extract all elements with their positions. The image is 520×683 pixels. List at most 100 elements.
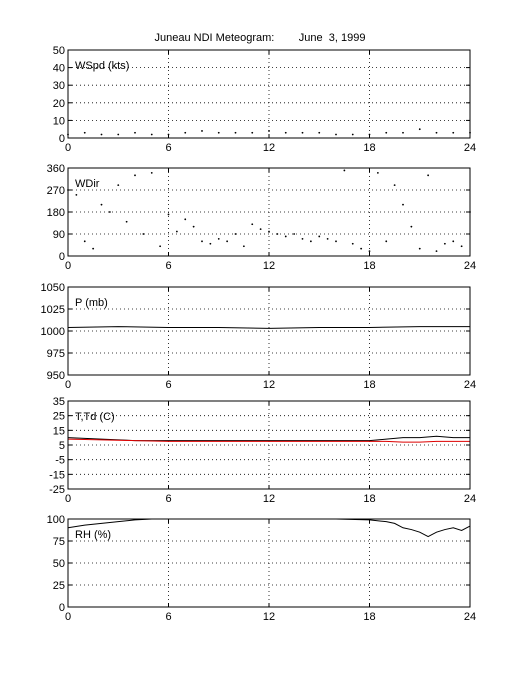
y-tick-label: -5 — [55, 455, 65, 467]
x-tick-label: 0 — [65, 493, 71, 505]
data-point — [268, 130, 270, 132]
x-tick-label: 18 — [363, 142, 375, 154]
data-point — [293, 233, 296, 235]
data-point — [418, 247, 421, 250]
x-tick-label: 6 — [165, 611, 171, 623]
x-tick-label: 0 — [65, 260, 71, 272]
data-point — [234, 233, 237, 235]
data-point — [251, 131, 254, 134]
data-point — [226, 240, 229, 243]
data-point — [201, 130, 203, 132]
x-tick-label: 18 — [363, 611, 375, 623]
y-tick-label: 360 — [47, 163, 65, 175]
y-tick-label: 25 — [53, 580, 65, 592]
data-point — [75, 193, 78, 196]
y-tick-label: 75 — [53, 536, 65, 548]
y-tick-label: 25 — [53, 411, 65, 423]
x-tick-label: 12 — [263, 142, 275, 154]
data-point — [402, 203, 404, 206]
data-point — [343, 169, 346, 172]
x-tick-label: 12 — [263, 260, 275, 272]
data-point — [100, 203, 103, 206]
data-point — [460, 245, 463, 248]
data-point — [159, 245, 162, 248]
y-tick-label: -25 — [49, 484, 65, 496]
data-point — [83, 240, 86, 243]
data-point — [125, 220, 128, 223]
data-point — [318, 131, 321, 134]
y-tick-label: 20 — [53, 98, 65, 110]
data-point — [452, 131, 455, 134]
data-point — [192, 225, 195, 228]
panel-label: WSpd (kts) — [75, 60, 129, 72]
data-point — [301, 237, 304, 240]
x-tick-label: 0 — [65, 611, 71, 623]
data-point — [418, 128, 421, 131]
y-tick-label: 0 — [59, 602, 65, 614]
data-point — [167, 213, 170, 216]
data-point — [402, 131, 404, 134]
data-point — [351, 133, 354, 136]
y-tick-label: 0 — [59, 251, 65, 263]
data-point — [410, 225, 413, 228]
data-point — [360, 247, 363, 250]
x-tick-label: 12 — [263, 611, 275, 623]
data-point — [251, 223, 254, 226]
data-point — [393, 184, 396, 187]
series-line-0 — [67, 435, 470, 442]
data-point — [385, 240, 388, 243]
y-tick-label: 35 — [53, 396, 65, 408]
y-tick-label: -15 — [49, 469, 65, 481]
data-point — [335, 240, 337, 243]
y-tick-label: 270 — [47, 185, 65, 197]
data-point — [351, 242, 354, 245]
data-point — [268, 230, 270, 233]
x-tick-label: 12 — [263, 379, 275, 391]
x-tick-label: 24 — [464, 142, 476, 154]
data-point — [83, 131, 86, 134]
data-point — [452, 240, 455, 243]
series-line-1 — [67, 438, 470, 443]
data-point — [435, 131, 438, 134]
data-point — [201, 240, 203, 243]
x-tick-label: 24 — [464, 493, 476, 505]
data-point — [259, 228, 262, 231]
data-point — [376, 171, 379, 174]
panel-label: WDir — [75, 178, 100, 190]
y-tick-label: 180 — [47, 207, 65, 219]
x-tick-label: 6 — [165, 260, 171, 272]
data-point — [427, 174, 430, 177]
data-point — [117, 184, 120, 187]
panel-label: P (mb) — [75, 297, 108, 309]
y-tick-label: 0 — [59, 133, 65, 145]
data-point — [242, 245, 245, 248]
chart-title: Juneau NDI Meteogram: June 3, 1999 — [154, 32, 366, 44]
x-tick-label: 18 — [363, 493, 375, 505]
data-point — [276, 233, 279, 235]
y-tick-label: 15 — [53, 425, 65, 437]
y-tick-label: 90 — [53, 229, 65, 241]
y-tick-label: 30 — [53, 80, 65, 92]
y-tick-label: 1000 — [41, 326, 65, 338]
y-tick-label: 10 — [53, 115, 65, 127]
data-point — [217, 237, 220, 240]
panel-label: T,Td (C) — [75, 411, 115, 423]
y-tick-label: 1025 — [41, 304, 65, 316]
y-tick-label: 1050 — [41, 282, 65, 294]
data-point — [117, 133, 120, 136]
data-point — [385, 131, 388, 134]
data-point — [318, 235, 321, 238]
x-tick-label: 6 — [165, 379, 171, 391]
x-tick-label: 24 — [464, 611, 476, 623]
y-tick-label: 950 — [47, 370, 65, 382]
x-tick-label: 12 — [263, 493, 275, 505]
data-point — [234, 131, 237, 134]
data-point — [301, 131, 304, 134]
data-point — [326, 237, 329, 240]
data-point — [309, 240, 312, 243]
panel-label: RH (%) — [75, 529, 111, 541]
data-point — [142, 233, 145, 235]
y-tick-label: 40 — [53, 63, 65, 75]
series-line-0 — [67, 326, 470, 329]
data-point — [435, 250, 438, 253]
